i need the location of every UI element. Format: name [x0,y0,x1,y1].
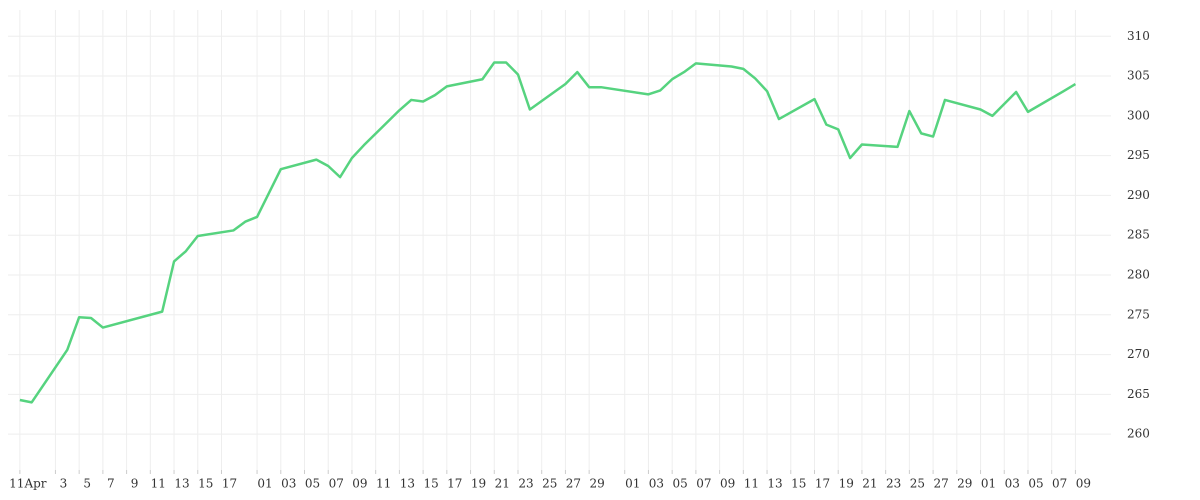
x-tick-label: 17 [447,477,462,491]
x-tick-label: 05 [305,477,320,491]
x-tick-label: 13 [767,477,782,491]
x-tick-label: 03 [649,477,664,491]
x-tick-label: 05 [1028,477,1043,491]
x-tick-label: 03 [1005,477,1020,491]
x-tick-label: 19 [839,477,854,491]
x-tick-label: 07 [696,477,711,491]
x-tick-label: 13 [400,477,415,491]
x-tick-label: 05 [673,477,688,491]
x-tick-label: 15 [198,477,213,491]
x-tick-label: 09 [720,477,735,491]
x-tick-label: 01 [257,477,272,491]
x-tick-label: 09 [1076,477,1091,491]
x-tick-label: 01 [981,477,996,491]
line-series [19,61,1077,404]
y-tick-label: 260 [1127,427,1150,441]
x-tick-label: 09 [352,477,367,491]
x-tick-label: 11 [376,477,391,491]
y-tick-label: 290 [1127,188,1150,202]
x-tick-label: 01 [625,477,640,491]
y-tick-label: 285 [1127,228,1150,242]
x-tick-label: 25 [910,477,925,491]
y-tick-label: 305 [1127,69,1150,83]
x-tick-label: 21 [862,477,877,491]
x-tick-label: 07 [329,477,344,491]
x-tick-label: 5 [83,477,91,491]
x-tick-label: 19 [471,477,486,491]
x-tick-label: 13 [174,477,189,491]
x-tick-label: 11 [151,477,166,491]
x-tick-label: 15 [423,477,438,491]
y-tick-label: 280 [1127,268,1150,282]
x-tick-label: 17 [222,477,237,491]
x-tick-label: 27 [933,477,948,491]
x-tick-label: 07 [1052,477,1067,491]
x-tick-label: 15 [791,477,806,491]
x-tick-label: 29 [590,477,605,491]
x-tick-label: 03 [281,477,296,491]
x-tick-label: 27 [566,477,581,491]
x-tick-label: 23 [886,477,901,491]
x-tick-label: 17 [815,477,830,491]
y-tick-label: 300 [1127,108,1150,122]
y-tick-label: 265 [1127,387,1150,401]
x-tick-label: 9 [131,477,139,491]
y-tick-label: 270 [1127,347,1150,361]
x-tick-label: 7 [107,477,115,491]
x-tick-label: 23 [518,477,533,491]
x-tick-label: 11Apr [9,477,47,491]
y-tick-label: 295 [1127,148,1150,162]
x-tick-label: 25 [542,477,557,491]
x-tick-label: 3 [60,477,68,491]
y-tick-label: 310 [1127,29,1150,43]
x-tick-label: 29 [957,477,972,491]
x-tick-label: 21 [495,477,510,491]
y-tick-label: 275 [1127,307,1150,321]
x-tick-label: 11 [744,477,759,491]
